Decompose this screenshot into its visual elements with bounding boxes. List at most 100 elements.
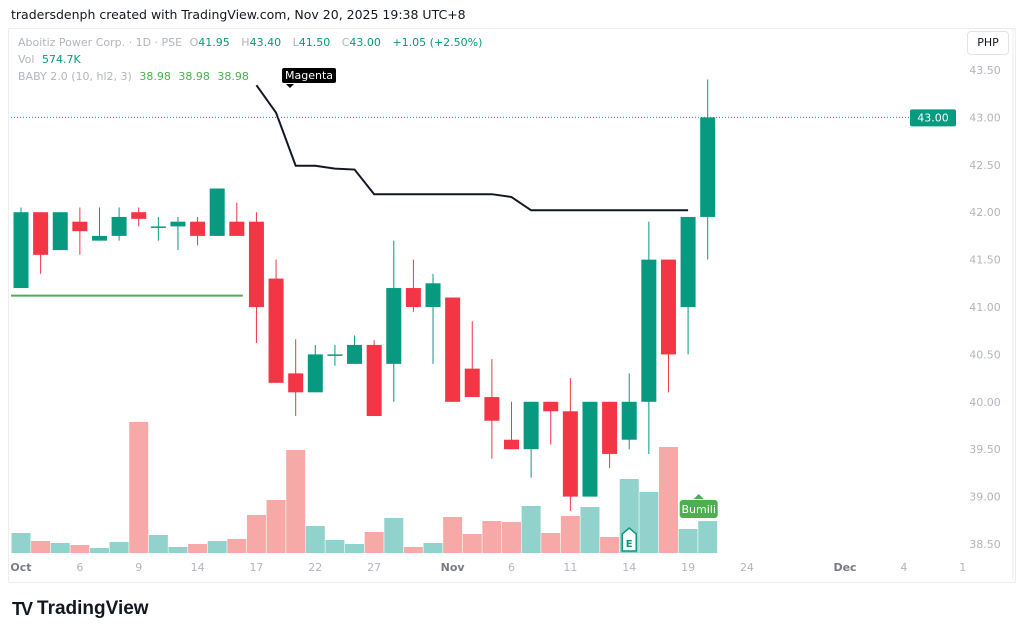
last-price-label: 43.00 <box>917 111 949 124</box>
candle <box>582 401 598 497</box>
date-tick-label: 17 <box>249 561 263 574</box>
candle-body <box>621 401 637 440</box>
symbol-name[interactable]: Aboitiz Power Corp. · 1D · PSE <box>18 36 183 49</box>
date-tick-label: 11 <box>563 561 577 574</box>
symbol-legend: Aboitiz Power Corp. · 1D · PSE O41.95 H4… <box>18 36 486 49</box>
candle-body <box>248 221 264 307</box>
currency-button[interactable]: PHP <box>967 31 1009 55</box>
candle-body <box>170 221 186 227</box>
candle-body <box>327 354 343 356</box>
volume-bar <box>305 526 325 553</box>
candle-body <box>150 226 166 228</box>
price-tick-label: 41.50 <box>969 254 1001 267</box>
volume-bar <box>227 539 247 553</box>
date-tick-label: Nov <box>441 561 466 574</box>
date-tick-label: 6 <box>76 561 83 574</box>
volume-bar <box>188 544 208 553</box>
indicator-name[interactable]: BABY 2.0 (10, hl2, 3) <box>18 70 132 83</box>
open-value: 41.95 <box>198 36 230 49</box>
candle <box>602 401 618 469</box>
volume-bar <box>541 533 561 553</box>
date-tick-label: 9 <box>135 561 142 574</box>
volume-bar <box>423 543 443 553</box>
date-tick-label: 1 <box>959 561 966 574</box>
volume-bar <box>560 516 580 553</box>
buy-signal-label: Bumili <box>681 503 715 516</box>
volume-bar <box>678 529 698 553</box>
candle <box>52 212 68 251</box>
candle <box>248 212 264 344</box>
candle <box>190 216 206 246</box>
candle <box>33 212 49 274</box>
candle-body <box>229 221 245 236</box>
candle-body <box>700 117 716 217</box>
low-value: 41.50 <box>298 36 331 49</box>
price-tick-label: 40.00 <box>969 396 1001 409</box>
price-tick-label: 38.50 <box>969 538 1001 551</box>
candle <box>641 221 657 454</box>
price-tick-label: 42.00 <box>969 206 1001 219</box>
candle-body <box>680 216 696 307</box>
candle-body <box>131 212 147 219</box>
volume-bar <box>521 506 541 553</box>
volume-bar <box>70 545 90 553</box>
indicator-value: 38.98 <box>178 70 210 83</box>
date-tick-label: 24 <box>740 561 754 574</box>
date-tick-label: Dec <box>833 561 856 574</box>
baby-indicator-line <box>255 84 689 212</box>
candle <box>523 401 539 478</box>
earnings-icon <box>621 527 637 552</box>
date-tick-label: 4 <box>900 561 907 574</box>
candle-body <box>268 278 284 383</box>
volume-bar <box>600 537 620 553</box>
volume-label[interactable]: Vol <box>18 53 35 66</box>
volume-bar <box>462 534 482 553</box>
candle <box>504 401 519 450</box>
candle <box>111 207 127 241</box>
candle <box>464 321 480 398</box>
candle-body <box>111 216 127 236</box>
low-label: L <box>292 36 299 49</box>
date-tick-label: 14 <box>191 561 205 574</box>
candle-body <box>209 188 225 236</box>
volume-bar <box>50 543 70 553</box>
candle-body <box>386 288 402 364</box>
candle-body <box>33 212 49 255</box>
indicator-value: 38.98 <box>139 70 171 83</box>
candle <box>405 259 421 312</box>
candle <box>327 344 343 366</box>
price-tick-label: 41.00 <box>969 301 1001 314</box>
candle-body <box>72 221 88 232</box>
candle-body <box>562 411 578 497</box>
candle-body <box>464 368 480 398</box>
volume-bar <box>443 517 463 553</box>
volume-bar <box>658 447 678 553</box>
earnings-label: E <box>626 539 633 550</box>
volume-bar <box>129 421 149 553</box>
price-tick-label: 43.00 <box>969 111 1001 124</box>
tooltip: Magenta <box>282 68 337 88</box>
date-tick-label: 22 <box>308 561 322 574</box>
tradingview-logo[interactable]: TV TradingView <box>12 598 149 620</box>
candle <box>209 188 225 236</box>
candle <box>484 359 500 459</box>
volume-bar <box>698 521 718 553</box>
close-value: 43.00 <box>349 36 381 49</box>
candle <box>150 216 166 241</box>
volume-bar <box>246 515 266 553</box>
date-tick-label: 14 <box>622 561 636 574</box>
volume-bar <box>148 535 168 553</box>
volume-bar <box>207 541 227 553</box>
date-tick-label: 19 <box>681 561 695 574</box>
candle-body <box>190 221 206 236</box>
chart-frame <box>8 28 1016 583</box>
candle-body <box>52 212 68 251</box>
volume-bar <box>168 547 188 553</box>
candle-body <box>484 397 500 421</box>
candle-body <box>582 401 598 497</box>
date-tick-label: 27 <box>367 561 381 574</box>
volume-bar <box>364 532 384 553</box>
buy-arrow-icon <box>693 494 704 499</box>
volume-bar <box>286 450 306 553</box>
